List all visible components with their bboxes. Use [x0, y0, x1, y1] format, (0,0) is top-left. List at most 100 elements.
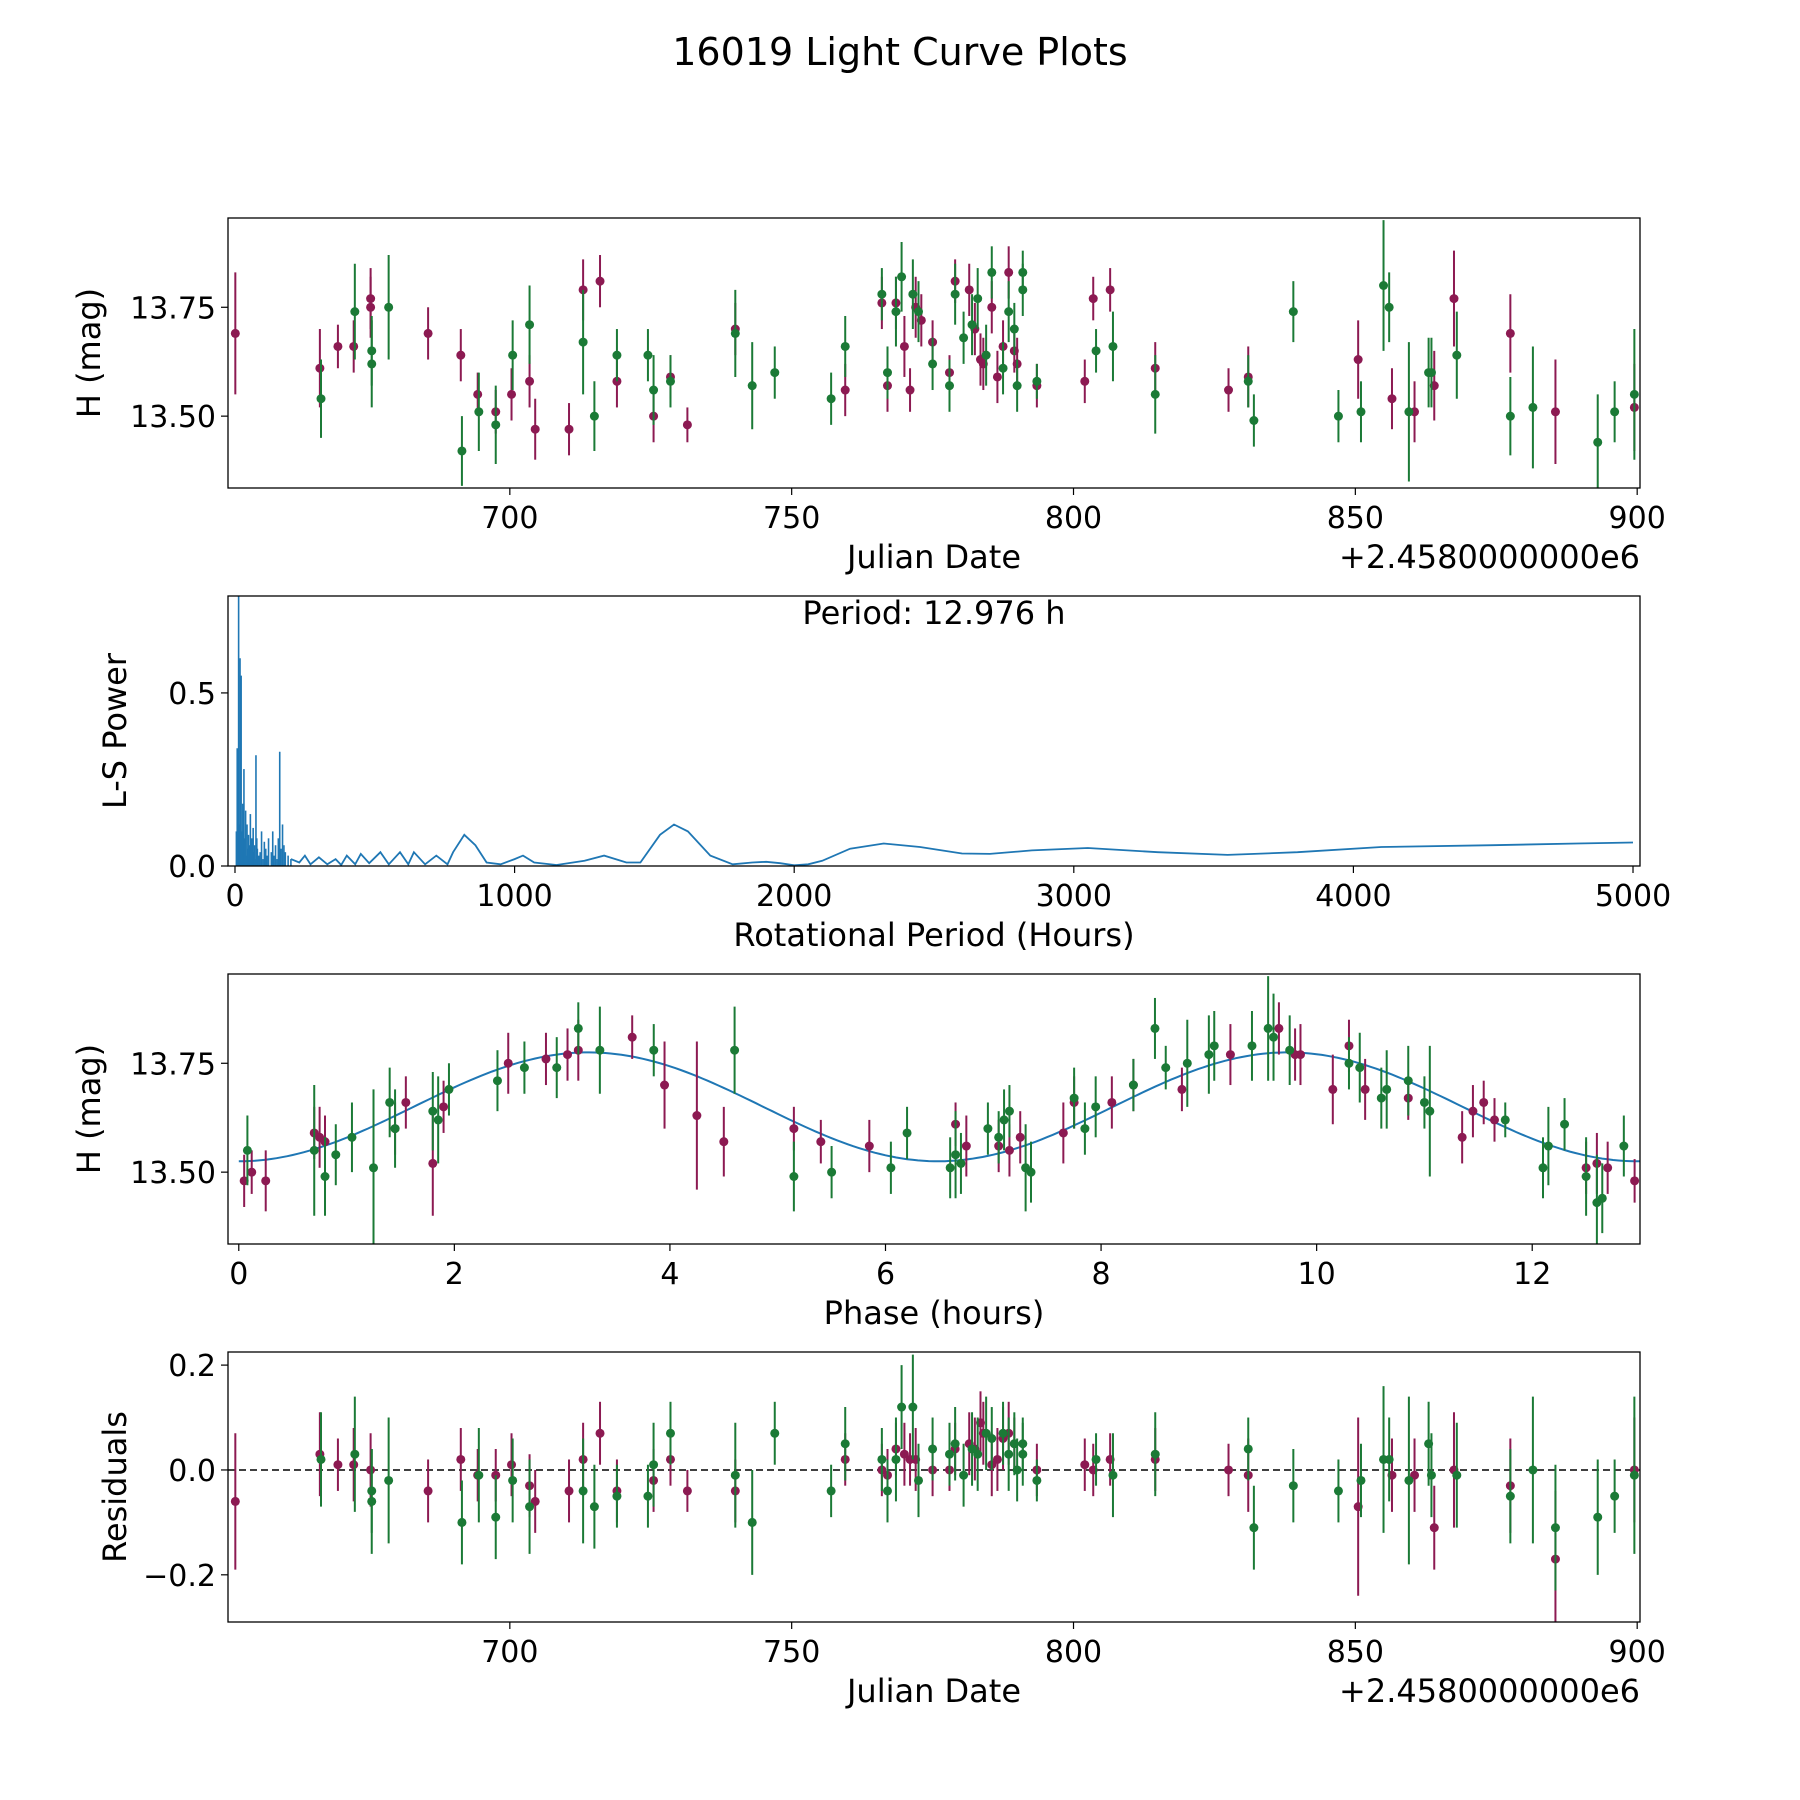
data-point — [1410, 1470, 1420, 1480]
data-point — [1550, 1523, 1560, 1533]
data-point — [682, 1486, 692, 1496]
data-point — [1224, 385, 1234, 395]
data-point — [1629, 389, 1639, 399]
data-point — [1403, 1076, 1413, 1086]
data-point — [1243, 1444, 1253, 1454]
y-tick-label: 0.2 — [168, 1349, 216, 1384]
data-point — [428, 1158, 438, 1168]
data-point — [973, 1449, 983, 1459]
data-point — [563, 1050, 573, 1060]
data-point — [1382, 1084, 1392, 1094]
data-point — [1026, 1167, 1036, 1177]
data-point — [595, 276, 605, 286]
data-point — [1285, 1045, 1295, 1055]
data-point — [1425, 1106, 1435, 1116]
data-point — [945, 1449, 955, 1459]
data-point — [1457, 1132, 1467, 1142]
data-point — [230, 1496, 240, 1506]
y-tick-label: 13.75 — [130, 1047, 216, 1082]
y-tick-label: 0.0 — [168, 1454, 216, 1489]
data-point — [369, 1163, 379, 1173]
data-point — [1032, 376, 1042, 386]
data-point — [992, 1454, 1002, 1464]
data-point — [789, 1172, 799, 1181]
data-point — [998, 363, 1008, 373]
data-point — [474, 1470, 484, 1480]
data-point — [1333, 1486, 1343, 1496]
data-point — [1058, 1128, 1068, 1138]
x-tick-label: 700 — [481, 501, 538, 536]
data-point — [385, 1097, 395, 1107]
x-tick-label: 900 — [1609, 1635, 1666, 1670]
data-point — [261, 1176, 271, 1186]
data-point — [1505, 328, 1515, 338]
data-point — [1091, 346, 1101, 356]
data-point — [1550, 407, 1560, 417]
x-tick-label: 5000 — [1595, 879, 1671, 914]
data-point — [987, 1434, 997, 1444]
data-point — [1288, 1481, 1298, 1491]
data-point — [589, 411, 599, 421]
data-point — [367, 359, 377, 369]
data-point — [578, 337, 588, 347]
data-point — [401, 1097, 411, 1107]
data-point — [530, 424, 540, 434]
y-tick-label: 0.0 — [168, 850, 216, 885]
data-point — [1419, 1097, 1429, 1107]
data-point — [950, 289, 960, 299]
data-point — [1249, 416, 1259, 425]
x-axis-label: Phase (hours) — [824, 1294, 1045, 1332]
data-point — [474, 407, 484, 417]
data-point — [1150, 389, 1160, 399]
x-offset-label: +2.4580000000e6 — [1339, 1672, 1640, 1710]
data-point — [1069, 1093, 1079, 1103]
data-point — [1274, 1023, 1284, 1033]
data-point — [951, 1150, 961, 1160]
data-point — [1404, 1475, 1414, 1485]
panel-light-curve: 700 750 800 850 900 13.50 13.75 Julian Date H … — [70, 217, 1666, 576]
data-point — [423, 328, 433, 338]
data-point — [899, 1449, 909, 1459]
data-point — [1452, 350, 1462, 360]
data-point — [1009, 324, 1019, 334]
data-point — [1018, 1449, 1028, 1459]
plot-area: 0 2 4 6 8 10 12 13.50 13.75 — [130, 973, 1641, 1292]
data-point — [1597, 1193, 1607, 1203]
data-point — [1161, 1063, 1171, 1073]
data-point — [1500, 1115, 1510, 1125]
data-point — [1295, 1050, 1305, 1060]
data-point — [643, 350, 653, 360]
data-point — [333, 1460, 343, 1470]
data-point — [660, 1080, 670, 1090]
data-point — [503, 1058, 513, 1068]
data-point — [473, 389, 483, 399]
data-point — [552, 1063, 562, 1073]
data-point — [956, 1158, 966, 1168]
data-point — [682, 420, 692, 430]
data-point — [492, 1076, 502, 1086]
x-tick-label: 850 — [1327, 501, 1384, 536]
data-point — [1629, 1470, 1639, 1480]
axes-frame — [227, 595, 1641, 867]
data-point — [967, 1444, 977, 1454]
data-point — [433, 1115, 443, 1125]
data-point — [649, 1460, 659, 1470]
data-point — [1080, 1124, 1090, 1134]
data-point — [525, 320, 535, 330]
data-point — [1449, 294, 1459, 304]
data-point — [1384, 302, 1394, 312]
data-point — [643, 1491, 653, 1501]
data-point — [827, 1167, 837, 1177]
data-point — [789, 1124, 799, 1134]
data-point — [578, 1486, 588, 1496]
plot-area: 700 750 800 850 900 13.50 13.75 — [130, 217, 1666, 536]
data-point — [692, 1111, 702, 1121]
y-axis-label: L-S Power — [96, 652, 134, 809]
data-point — [1004, 267, 1014, 277]
data-point — [564, 424, 574, 434]
data-point — [730, 1470, 740, 1480]
data-point — [1333, 411, 1343, 421]
data-point — [973, 294, 983, 304]
data-point — [1356, 1475, 1366, 1485]
data-point — [770, 1428, 780, 1438]
